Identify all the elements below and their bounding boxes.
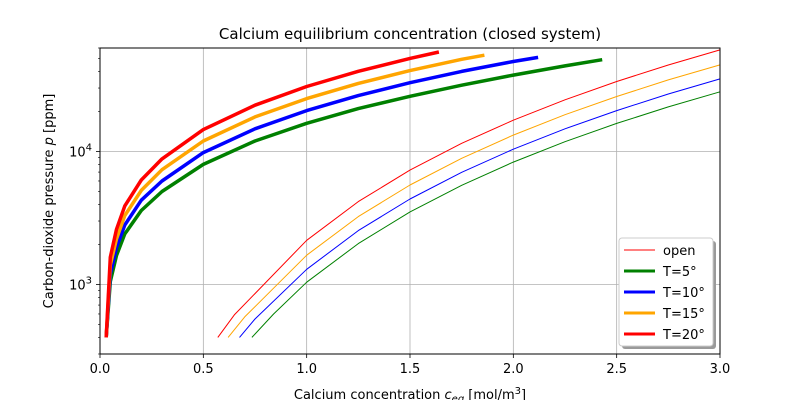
x-axis-label: Calcium concentration ceq [mol/m3] (294, 386, 526, 400)
series-lines (104, 49, 721, 338)
series-line-closed (104, 57, 603, 338)
x-axis-label-close: ] (521, 388, 526, 400)
y-axis-label: Carbon-dioxide pressure p [ppm] (42, 94, 57, 309)
x-tick-label: 0.0 (90, 362, 111, 377)
y-tick-label-base: 10 (69, 145, 86, 160)
y-axis-label-var: p (42, 137, 57, 146)
y-tick-label-base: 10 (69, 278, 86, 293)
x-axis-label-main: Calcium concentration (294, 388, 445, 400)
x-axis-label-units: [mol/m (464, 388, 514, 400)
series-line-open (217, 49, 721, 338)
x-axis: 0.0 0.5 1.0 1.5 2.0 2.5 3.0 (90, 354, 731, 377)
x-axis-label-sup: 3 (515, 386, 521, 397)
y-tick-label-exponent: 4 (86, 142, 92, 153)
x-tick-label: 2.0 (503, 362, 524, 377)
legend-label: T=20° (662, 328, 705, 343)
x-tick-label: 0.5 (193, 362, 214, 377)
y-axis-label-main: Carbon-dioxide pressure (42, 145, 57, 308)
chart-title: Calcium equilibrium concentration (close… (219, 25, 601, 43)
x-axis-label-var: c (445, 388, 452, 400)
x-axis-label-sub: eq (452, 394, 465, 400)
x-tick-label: 3.0 (710, 362, 731, 377)
x-tick-label: 1.5 (400, 362, 421, 377)
y-tick-label: 104 (69, 142, 92, 160)
y-tick-label-exponent: 3 (86, 275, 92, 286)
series-line-open (251, 91, 721, 338)
legend-label: open (663, 244, 695, 259)
y-axis-label-units: [ppm] (42, 94, 57, 137)
legend: open T=5° T=10° T=15° T=20° (618, 237, 716, 349)
x-tick-label: 2.5 (606, 362, 627, 377)
legend-label: T=10° (662, 286, 705, 301)
series-line-closed (104, 53, 485, 338)
y-tick-label: 103 (69, 275, 92, 293)
legend-label: T=15° (662, 307, 705, 322)
legend-box (618, 237, 714, 347)
x-tick-label: 1.0 (296, 362, 317, 377)
series-line-closed (104, 55, 539, 338)
legend-label: T=5° (662, 265, 697, 280)
series-line-open (239, 78, 721, 338)
series-line-open (227, 64, 721, 338)
series-line-closed (104, 50, 440, 338)
